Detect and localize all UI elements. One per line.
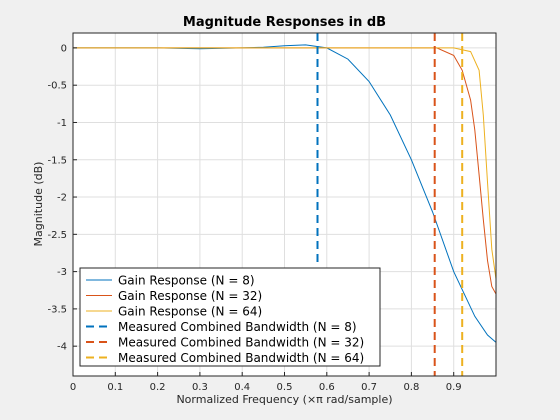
y-tick-label: -3	[57, 267, 67, 278]
x-tick-label: 0.4	[234, 382, 250, 393]
y-tick-label: 0	[61, 43, 67, 54]
legend-entry-label: Gain Response (N = 64)	[118, 305, 262, 319]
x-tick-label: 0.9	[446, 382, 462, 393]
y-tick-label: -4	[57, 342, 67, 353]
legend-entry-label: Measured Combined Bandwidth (N = 8)	[118, 320, 357, 334]
y-tick-label: -2.5	[47, 230, 67, 241]
ticks: 0 0.1 0.2 0.3 0.4 0.5 0.6 0.7 0.8 0.9 0 -0.5 -1 -1.5 -…	[47, 43, 461, 393]
legend-entry-label: Measured Combined Bandwidth (N = 64)	[118, 351, 364, 365]
x-tick-label: 0.5	[277, 382, 293, 393]
x-tick-label: 0.8	[403, 382, 419, 393]
y-axis-label: Magnitude (dB)	[32, 162, 45, 247]
x-tick-label: 0.2	[150, 382, 166, 393]
legend-entry-label: Gain Response (N = 8)	[118, 274, 255, 288]
x-tick-label: 0.3	[192, 382, 208, 393]
y-tick-label: -2	[57, 193, 67, 204]
y-tick-label: -3.5	[47, 304, 67, 315]
chart-title: Magnitude Responses in dB	[183, 15, 386, 30]
legend-entry-label: Gain Response (N = 32)	[118, 289, 262, 303]
x-tick-label: 0.1	[107, 382, 123, 393]
series-layer	[73, 33, 497, 376]
x-tick-label: 0	[70, 382, 76, 393]
x-tick-label: 0.6	[319, 382, 335, 393]
x-axis-label: Normalized Frequency (×π rad/sample)	[176, 393, 392, 406]
legend-box	[79, 267, 381, 367]
y-tick-label: -0.5	[47, 81, 67, 92]
legend: Gain Response (N = 8)Gain Response (N = …	[79, 267, 381, 367]
y-tick-label: -1	[57, 118, 67, 129]
x-tick-label: 0.7	[361, 382, 377, 393]
y-tick-label: -1.5	[47, 155, 67, 166]
gain-response-line	[73, 44, 497, 343]
legend-entry-label: Measured Combined Bandwidth (N = 32)	[118, 336, 364, 350]
